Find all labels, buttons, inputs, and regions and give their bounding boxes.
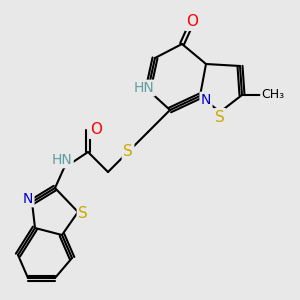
Text: S: S	[215, 110, 225, 124]
Text: HN: HN	[52, 153, 72, 167]
Text: O: O	[90, 122, 102, 137]
Text: CH₃: CH₃	[261, 88, 285, 101]
Text: N: N	[23, 192, 33, 206]
Text: S: S	[78, 206, 88, 221]
Text: HN: HN	[134, 81, 154, 95]
Text: N: N	[201, 93, 211, 107]
Text: S: S	[123, 145, 133, 160]
Text: O: O	[186, 14, 198, 29]
